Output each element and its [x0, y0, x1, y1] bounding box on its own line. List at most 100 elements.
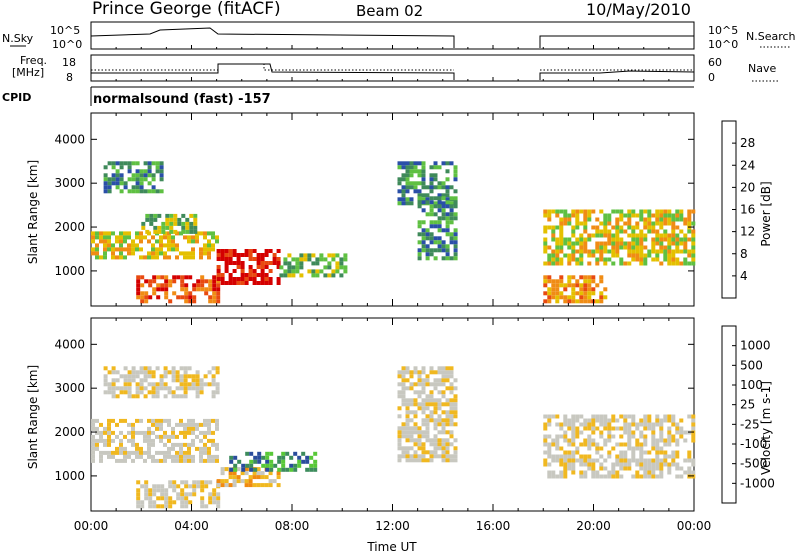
power-cell-8 [663, 221, 668, 226]
velocity-cell-0 [203, 418, 207, 423]
power-cell-3 [160, 275, 165, 280]
power-cell-8 [575, 241, 580, 246]
velocity-cell-1 [135, 370, 140, 375]
velocity-cell-5 [417, 454, 422, 459]
power-cell-8 [623, 229, 628, 234]
velocity-cell-6 [627, 422, 632, 427]
power-cell-1 [153, 217, 158, 222]
power-cell-5 [299, 265, 304, 270]
power-cell-2 [151, 161, 156, 166]
velocity-cell-0 [207, 454, 211, 459]
power-cell-7 [449, 236, 454, 241]
velocity-cell-1 [171, 394, 176, 399]
velocity-cell-0 [155, 450, 159, 455]
velocity-cell-1 [139, 370, 144, 375]
velocity-cell-2 [212, 500, 217, 505]
velocity-cell-6 [547, 414, 552, 419]
velocity-cell-6 [651, 430, 656, 435]
velocity-cell-0 [215, 418, 219, 423]
velocity-colorbar-tick-label: -25 [740, 417, 760, 431]
power-cell-0 [191, 235, 195, 240]
power-cell-4 [228, 273, 233, 277]
velocity-cell-0 [151, 422, 155, 427]
power-cell-7 [453, 216, 458, 221]
power-cell-0 [191, 247, 195, 252]
power-cell-0 [99, 239, 103, 244]
power-cell-6 [433, 173, 438, 178]
power-cell-7 [425, 244, 430, 249]
power-cell-8 [683, 241, 688, 246]
power-cell-3 [156, 295, 161, 300]
power-cell-7 [429, 248, 434, 253]
velocity-cell-0 [183, 450, 187, 455]
power-cell-7 [445, 200, 450, 205]
power-cell-3 [196, 279, 201, 284]
velocity-cell-5 [453, 410, 458, 415]
velocity-cell-1 [179, 378, 184, 383]
velocity-cell-5 [445, 446, 450, 451]
velocity-cell-0 [207, 458, 211, 463]
power-cell-7 [437, 220, 442, 225]
velocity-cell-6 [631, 446, 636, 451]
velocity-cell-1 [135, 394, 140, 399]
velocity-cell-4 [249, 459, 254, 464]
power-cell-0 [95, 243, 99, 248]
velocity-cell-6 [639, 462, 644, 467]
velocity-cell-6 [587, 446, 592, 451]
velocity-cell-5 [441, 426, 446, 431]
velocity-cell-6 [631, 422, 636, 427]
power-cell-6 [429, 165, 434, 170]
velocity-cell-4 [233, 467, 238, 472]
power-cell-6 [409, 185, 414, 190]
velocity-cell-2 [136, 496, 141, 501]
power-cell-7 [425, 212, 430, 217]
velocity-cell-5 [397, 370, 402, 375]
power-cell-8 [583, 217, 588, 222]
power-cell-3 [216, 295, 221, 300]
velocity-cell-6 [571, 454, 576, 459]
velocity-cell-6 [655, 438, 660, 443]
power-colorbar-tick-label: 4 [740, 269, 748, 283]
power-cell-7 [429, 204, 434, 209]
power-cell-8 [667, 213, 672, 218]
velocity-cell-5 [397, 426, 402, 431]
velocity-cell-1 [159, 374, 164, 379]
power-cell-2 [155, 169, 160, 174]
velocity-cell-4 [253, 459, 258, 464]
power-cell-8 [667, 241, 672, 246]
power-cell-8 [639, 249, 644, 254]
power-cell-6 [453, 189, 458, 194]
velocity-cell-0 [199, 454, 203, 459]
velocity-cell-6 [635, 422, 640, 427]
velocity-cell-0 [199, 438, 203, 443]
velocity-cell-1 [207, 370, 212, 375]
velocity-cell-6 [667, 454, 672, 459]
power-cell-8 [639, 237, 644, 242]
power-cell-2 [151, 177, 156, 182]
power-cell-8 [663, 257, 668, 262]
power-cell-2 [139, 189, 144, 194]
velocity-cell-1 [195, 378, 200, 383]
power-colorbar-tick-label: 16 [740, 203, 755, 217]
velocity-cell-5 [433, 382, 438, 387]
power-cell-0 [167, 239, 171, 244]
velocity-cell-6 [599, 462, 604, 467]
velocity-cell-6 [575, 430, 580, 435]
cpid-panel: CPID normalsound (fast) -157 [2, 86, 694, 107]
velocity-cell-5 [421, 398, 426, 403]
velocity-cell-5 [449, 382, 454, 387]
velocity-cell-5 [437, 402, 442, 407]
velocity-cell-2 [136, 480, 141, 485]
power-cell-8 [547, 225, 552, 230]
power-cell-8 [663, 213, 668, 218]
power-cell-4 [248, 249, 253, 253]
velocity-cell-1 [215, 386, 220, 391]
velocity-cell-5 [449, 418, 454, 423]
power-cell-6 [421, 185, 426, 190]
power-cell-3 [136, 279, 141, 284]
velocity-cell-6 [591, 442, 596, 447]
velocity-cell-4 [229, 455, 234, 460]
velocity-cell-5 [397, 414, 402, 419]
velocity-cell-2 [180, 492, 185, 497]
power-cell-0 [195, 239, 199, 244]
